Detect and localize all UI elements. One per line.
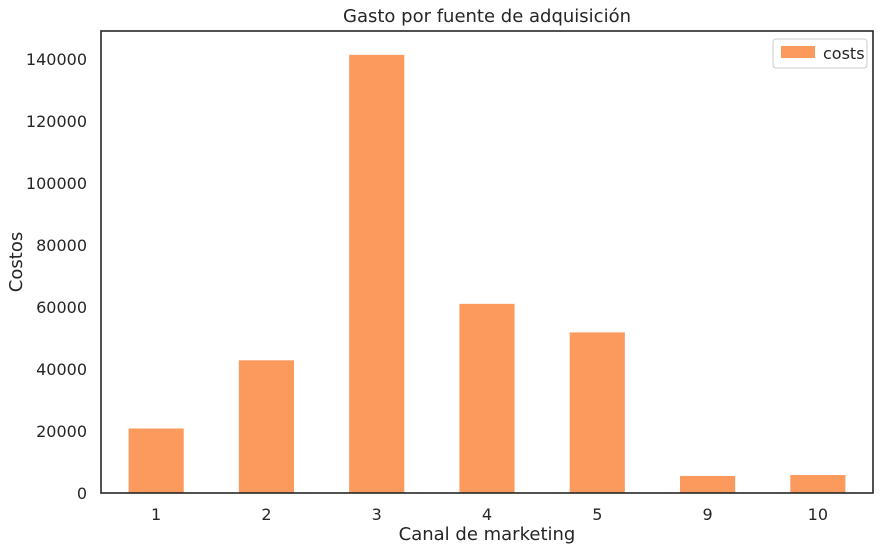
x-tick-5: 5	[592, 505, 602, 524]
x-tick-9: 9	[702, 505, 712, 524]
y-tick-60000: 60000	[36, 298, 87, 317]
plot-frame	[100, 30, 874, 494]
bar-5	[569, 332, 625, 493]
legend: costs	[772, 38, 868, 69]
x-tick-10: 10	[808, 505, 828, 524]
x-tick-3: 3	[372, 505, 382, 524]
bar-3	[349, 54, 405, 493]
y-tick-0: 0	[77, 484, 87, 503]
bar-10	[790, 475, 846, 493]
legend-swatch	[781, 46, 815, 58]
y-tick-100000: 100000	[26, 174, 87, 193]
bar-9	[680, 475, 736, 493]
y-tick-120000: 120000	[26, 112, 87, 131]
y-tick-40000: 40000	[36, 360, 87, 379]
bar-2	[238, 360, 294, 493]
x-tick-2: 2	[261, 505, 271, 524]
bar-1	[128, 428, 184, 493]
bar-4	[459, 303, 515, 493]
y-axis-label: Costos	[6, 232, 27, 292]
chart-title: Gasto por fuente de adquisición	[343, 6, 631, 27]
y-tick-80000: 80000	[36, 236, 87, 255]
x-tick-1: 1	[151, 505, 161, 524]
y-tick-20000: 20000	[36, 422, 87, 441]
legend-label: costs	[823, 44, 865, 63]
y-tick-labels: 0 20000 40000 60000 80000 100000 120000 140000	[26, 50, 87, 503]
x-tick-4: 4	[482, 505, 492, 524]
x-tick-labels: 1 2 3 4 5 9 10	[151, 505, 828, 524]
bars-group	[128, 54, 846, 493]
y-tick-140000: 140000	[26, 50, 87, 69]
x-axis-label: Canal de marketing	[399, 524, 576, 544]
